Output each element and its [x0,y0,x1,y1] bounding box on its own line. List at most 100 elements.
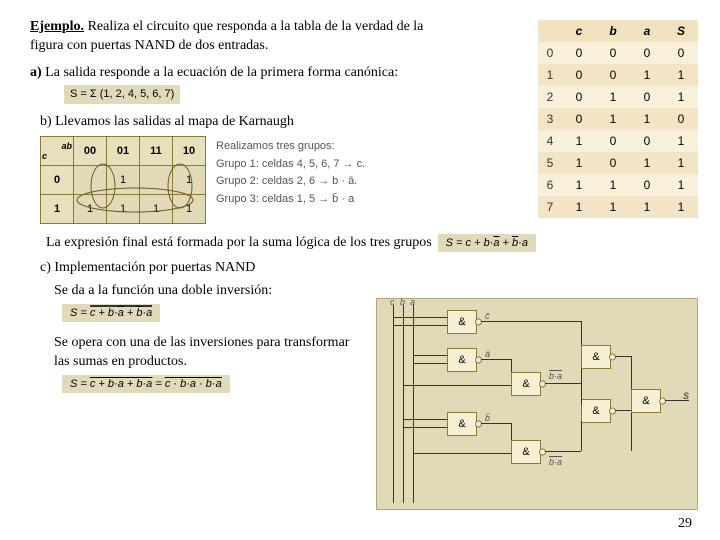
section-a-text: La salida responde a la ecuación de la p… [42,65,398,80]
truth-cell: 0 [596,64,630,86]
label-abar: ā [485,349,490,359]
title-prefix: Ejemplo. [30,19,84,34]
truth-cell: 1 [630,108,664,130]
truth-cell: 1 [562,196,596,218]
truth-h: b [596,20,630,42]
bus-b [403,305,404,503]
equation-c1: S = c + b·a + b·a [62,304,160,322]
section-a-label: a) [30,65,42,80]
kmap-cell: 1 [107,166,140,195]
truth-cell: 0 [562,108,596,130]
truth-cell: 0 [562,86,596,108]
wire [393,325,447,326]
wire [545,383,581,384]
truth-cell: 0 [630,86,664,108]
example-title: Ejemplo. Realiza el circuito que respond… [30,18,430,56]
group-1: Grupo 1: celdas 4, 5, 6, 7 → c. [216,156,365,174]
nand-gate: & [447,348,477,372]
nand-gate: & [581,345,611,369]
truth-cell: 0 [664,42,698,64]
nand-circuit-diagram: c b a & c̄ & ā & b·a & b̄ & b·a [376,298,698,510]
truth-cell: 1 [664,86,698,108]
truth-cell: 5 [538,152,562,174]
wire [481,321,581,322]
kmap-row-h: 1 [41,195,74,224]
wire [481,359,511,360]
equation-a: S = Σ (1, 2, 4, 5, 6, 7) [64,85,180,104]
output-label: S [683,391,689,401]
truth-cell: 1 [596,174,630,196]
truth-cell: 1 [596,196,630,218]
truth-cell: 3 [538,108,562,130]
kmap-col: 01 [107,137,140,166]
nand-gate: & [447,412,477,436]
truth-cell: 0 [630,174,664,196]
label-bba: b·a [549,457,562,467]
section-b-label: b) [40,114,52,129]
truth-cell: 1 [664,174,698,196]
c-line2: Se opera con una de las inversiones para… [54,334,364,370]
truth-cell: 1 [630,152,664,174]
label-bbar: b̄ [485,413,490,423]
label-a: a [410,297,415,307]
truth-cell: 0 [596,130,630,152]
kmap-cell: 1 [173,166,206,195]
kmap-cell [140,166,173,195]
bus-a [413,305,414,503]
groups-title: Realizamos tres grupos: [216,138,365,156]
wire [393,317,447,318]
kmap-cell: 1 [140,195,173,224]
wire [413,355,447,356]
truth-cell: 0 [562,64,596,86]
label-cbar: c̄ [485,311,490,321]
wire [413,453,511,454]
final-text: La expresión final está formada por la s… [46,235,432,251]
wire [615,356,631,357]
wire [413,363,447,364]
bus-c [393,305,394,503]
label-ba: b·a [549,371,562,381]
kmap-col: 10 [173,137,206,166]
truth-cell: 0 [630,130,664,152]
nand-gate: & [511,372,541,396]
truth-cell: 1 [664,64,698,86]
wire [403,427,447,428]
truth-cell: 1 [562,152,596,174]
truth-h: S [664,20,698,42]
page-number: 29 [678,516,692,532]
truth-cell: 0 [630,42,664,64]
kmap-cell: 1 [107,195,140,224]
section-b-text: Llevamos las salidas al mapa de Karnaugh [52,114,294,129]
title-rest: Realiza el circuito que responda a la ta… [30,19,423,53]
kmap-row-h: 0 [41,166,74,195]
truth-cell: 7 [538,196,562,218]
groups-list: Realizamos tres grupos: Grupo 1: celdas … [216,138,365,224]
truth-h [538,20,562,42]
section-c-text: Implementación por puertas NAND [51,260,256,275]
kmap-col: 00 [74,137,107,166]
nand-gate: & [631,389,661,413]
label-c: c [390,297,395,307]
final-equation: S = c + b·a + b·a [438,234,536,252]
equation-c2: S = c + b·a + b·a = c · b·a · b·a [62,375,230,393]
wire [581,421,582,451]
kmap-wrap: ab c 00 01 11 10 0 1 1 1 1 [40,136,206,224]
wire [581,383,582,405]
kmap-col: 11 [140,137,173,166]
final-expression-line: La expresión final está formada por la s… [46,234,698,252]
section-c-label: c) [40,260,51,275]
truth-cell: 1 [596,108,630,130]
truth-cell: 1 [538,64,562,86]
truth-table: c b a S 00000 10011 20101 30110 41001 51… [538,20,698,218]
wire [615,410,631,411]
truth-cell: 1 [664,152,698,174]
truth-cell: 4 [538,130,562,152]
truth-cell: 6 [538,174,562,196]
truth-cell: 1 [562,130,596,152]
kmap-cell [74,166,107,195]
truth-cell: 0 [596,42,630,64]
wire [545,451,581,452]
truth-cell: 0 [664,108,698,130]
truth-cell: 0 [596,152,630,174]
section-a: a) La salida responde a la ecuación de l… [30,64,440,104]
